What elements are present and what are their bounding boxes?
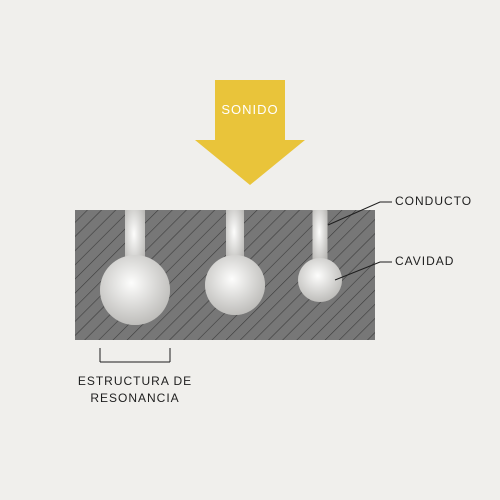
diagram-stage: SONIDO CONDUCTO CAVIDAD ESTRUCTURA DE RE… — [0, 0, 500, 500]
label-resonance-line2: RESONANCIA — [90, 391, 179, 405]
label-resonance-line1: ESTRUCTURA DE — [78, 374, 192, 388]
diagram-svg — [0, 0, 500, 500]
resonance-bracket — [100, 348, 170, 362]
arrow-label: SONIDO — [215, 102, 285, 117]
label-resonance: ESTRUCTURA DE RESONANCIA — [70, 373, 200, 407]
sound-arrow — [195, 80, 305, 185]
material-block — [75, 210, 375, 340]
label-conducto: CONDUCTO — [395, 194, 472, 208]
label-cavidad: CAVIDAD — [395, 254, 454, 268]
